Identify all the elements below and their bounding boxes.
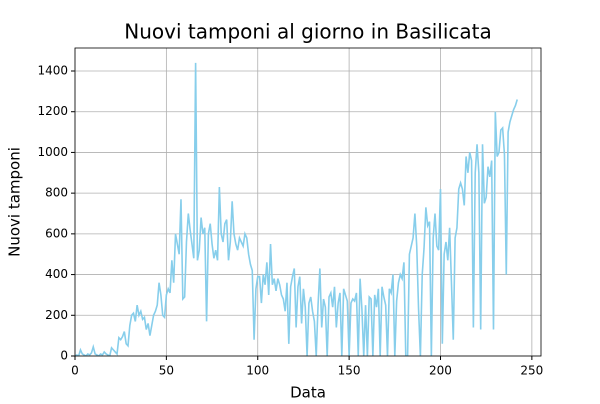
x-tick-label: 250 [520,364,543,378]
y-tick-label: 800 [45,186,68,200]
y-tick-label: 400 [45,267,68,281]
x-axis-label: Data [290,384,326,401]
data-line [75,62,519,356]
x-tick-label: 200 [429,364,452,378]
y-tick-label: 200 [45,308,68,322]
y-tick-label: 1000 [37,145,68,159]
y-tick-label: 600 [45,226,68,240]
chart-title: Nuovi tamponi al giorno in Basilicata [124,20,492,44]
plot-frame [74,47,542,357]
x-tick-label: 0 [71,364,79,378]
y-axis-label: Nuovi tamponi [6,147,24,257]
y-tick-label: 1200 [37,104,68,118]
x-tick-label: 50 [159,364,174,378]
y-tick-label: 0 [60,349,68,363]
x-tick-label: 150 [338,364,361,378]
x-tick-label: 100 [246,364,269,378]
y-tick-label: 1400 [37,64,68,78]
